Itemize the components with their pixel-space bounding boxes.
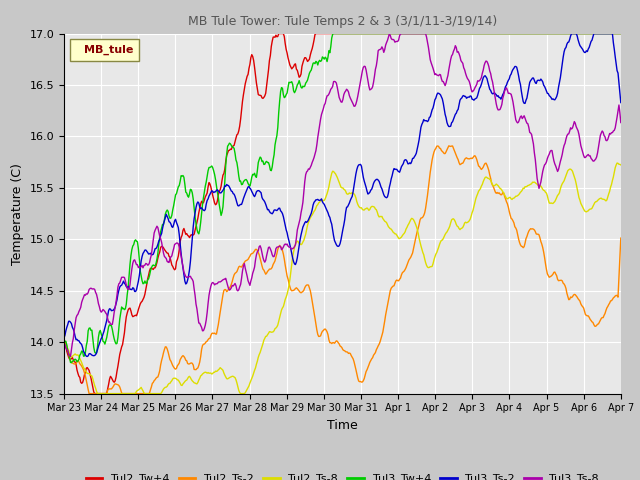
X-axis label: Time: Time bbox=[327, 419, 358, 432]
Legend: Tul2_Tw+4, Tul2_Ts-2, Tul2_Ts-8, Tul3_Tw+4, Tul3_Ts-2, Tul3_Ts-8: Tul2_Tw+4, Tul2_Ts-2, Tul2_Ts-8, Tul3_Tw… bbox=[81, 469, 604, 480]
Y-axis label: Temperature (C): Temperature (C) bbox=[11, 163, 24, 264]
Title: MB Tule Tower: Tule Temps 2 & 3 (3/1/11-3/19/14): MB Tule Tower: Tule Temps 2 & 3 (3/1/11-… bbox=[188, 15, 497, 28]
